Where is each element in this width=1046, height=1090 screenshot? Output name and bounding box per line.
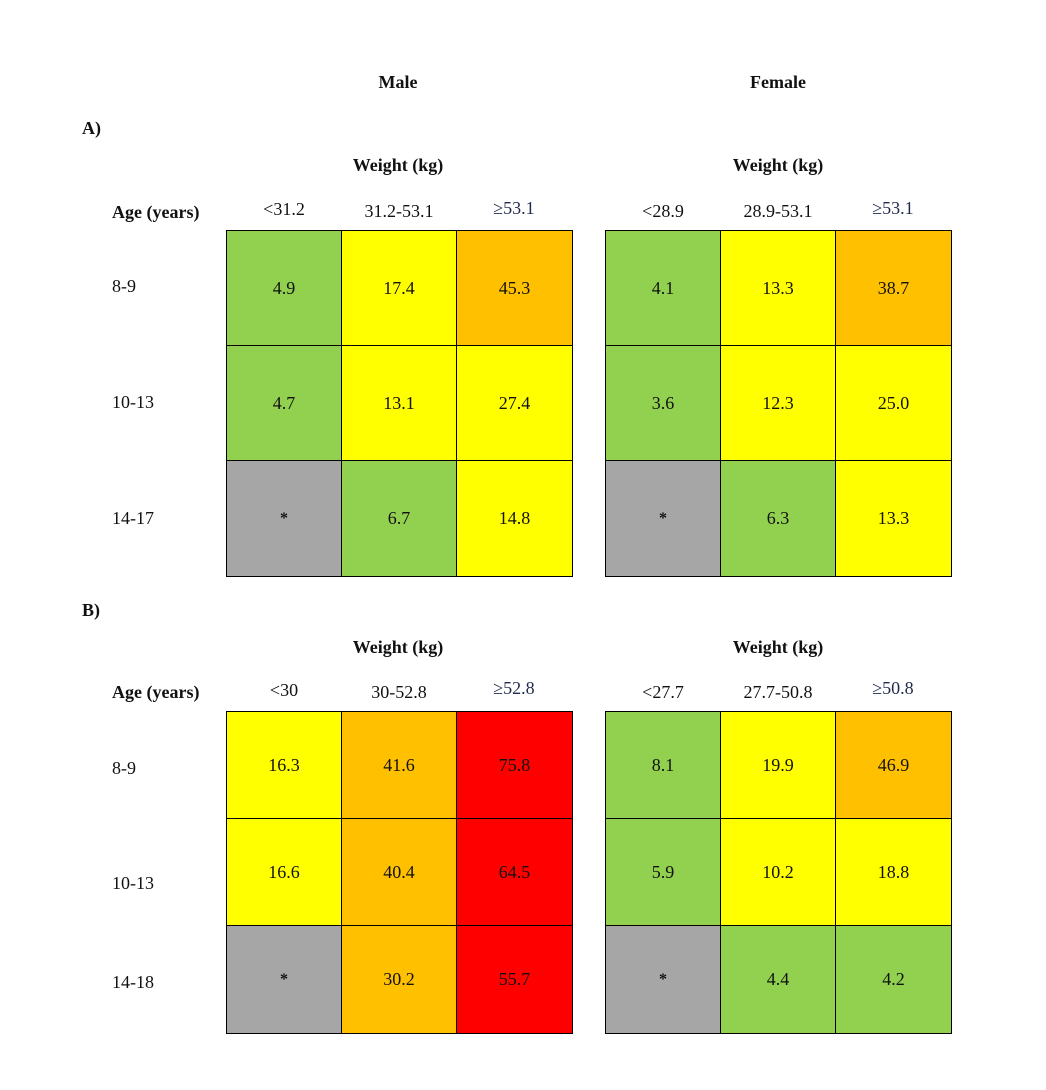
panel-b-label: B): [82, 600, 100, 620]
heatmap-cell: 3.6: [606, 346, 721, 461]
panel-a-age-title: Age (years): [112, 202, 200, 222]
heatmap-cell: 16.3: [227, 712, 342, 819]
heatmap-cell: 27.4: [457, 346, 572, 461]
panel-a-female-weight-title: Weight (kg): [732, 155, 824, 175]
heatmap-cell: 41.6: [342, 712, 457, 819]
panel-a-female-grid: 4.1 13.3 38.7 3.6 12.3 25.0 * 6.3 13.3: [605, 230, 952, 577]
panel-a-row-label-1: 8-9: [112, 276, 136, 296]
panel-a-male-col-1: <31.2: [263, 199, 305, 219]
panel-b-female-col-3: ≥50.8: [872, 678, 914, 698]
heatmap-cell: *: [227, 926, 342, 1033]
heatmap-cell: 18.8: [836, 819, 951, 926]
panel-a-female-col-1: <28.9: [642, 201, 684, 221]
panel-b-female-col-1: <27.7: [642, 682, 684, 702]
panel-b-row-label-1: 8-9: [112, 758, 136, 778]
heatmap-cell: *: [606, 461, 721, 576]
panel-a-row-label-2: 10-13: [112, 392, 154, 412]
heatmap-cell: *: [606, 926, 721, 1033]
heatmap-cell: 8.1: [606, 712, 721, 819]
panel-a-row-label-3: 14-17: [112, 508, 154, 528]
panel-b-male-col-1: <30: [269, 680, 299, 700]
male-header: Male: [378, 72, 418, 92]
heatmap-cell: 13.3: [721, 231, 836, 346]
heatmap-cell: *: [227, 461, 342, 576]
heatmap-cell: 14.8: [457, 461, 572, 576]
panel-b-row-label-2: 10-13: [112, 873, 154, 893]
heatmap-cell: 4.1: [606, 231, 721, 346]
heatmap-cell: 5.9: [606, 819, 721, 926]
heatmap-cell: 4.7: [227, 346, 342, 461]
panel-a-female-col-3: ≥53.1: [872, 198, 914, 218]
panel-b-age-title: Age (years): [112, 682, 200, 702]
heatmap-cell: 6.7: [342, 461, 457, 576]
heatmap-cell: 19.9: [721, 712, 836, 819]
panel-a-male-weight-title: Weight (kg): [352, 155, 444, 175]
heatmap-cell: 13.3: [836, 461, 951, 576]
heatmap-cell: 25.0: [836, 346, 951, 461]
heatmap-cell: 75.8: [457, 712, 572, 819]
panel-a-male-grid: 4.9 17.4 45.3 4.7 13.1 27.4 * 6.7 14.8: [226, 230, 573, 577]
heatmap-cell: 6.3: [721, 461, 836, 576]
heatmap-cell: 64.5: [457, 819, 572, 926]
heatmap-cell: 17.4: [342, 231, 457, 346]
heatmap-cell: 55.7: [457, 926, 572, 1033]
heatmap-cell: 13.1: [342, 346, 457, 461]
heatmap-cell: 4.2: [836, 926, 951, 1033]
panel-b-male-col-3: ≥52.8: [493, 678, 535, 698]
panel-b-male-grid: 16.3 41.6 75.8 16.6 40.4 64.5 * 30.2 55.7: [226, 711, 573, 1034]
heatmap-cell: 12.3: [721, 346, 836, 461]
panel-b-female-col-2: 27.7-50.8: [743, 682, 813, 702]
panel-b-female-weight-title: Weight (kg): [732, 637, 824, 657]
panel-b-female-grid: 8.1 19.9 46.9 5.9 10.2 18.8 * 4.4 4.2: [605, 711, 952, 1034]
heatmap-cell: 4.9: [227, 231, 342, 346]
panel-a-label: A): [82, 118, 101, 138]
panel-b-male-col-2: 30-52.8: [371, 682, 427, 702]
panel-b-row-label-3: 14-18: [112, 972, 154, 992]
heatmap-cell: 4.4: [721, 926, 836, 1033]
panel-a-male-col-3: ≥53.1: [493, 198, 535, 218]
heatmap-cell: 40.4: [342, 819, 457, 926]
heatmap-cell: 16.6: [227, 819, 342, 926]
heatmap-cell: 30.2: [342, 926, 457, 1033]
panel-b-male-weight-title: Weight (kg): [352, 637, 444, 657]
panel-a-female-col-2: 28.9-53.1: [743, 201, 813, 221]
heatmap-cell: 45.3: [457, 231, 572, 346]
heatmap-cell: 38.7: [836, 231, 951, 346]
panel-a-male-col-2: 31.2-53.1: [364, 201, 434, 221]
heatmap-cell: 10.2: [721, 819, 836, 926]
heatmap-cell: 46.9: [836, 712, 951, 819]
female-header: Female: [750, 72, 806, 92]
